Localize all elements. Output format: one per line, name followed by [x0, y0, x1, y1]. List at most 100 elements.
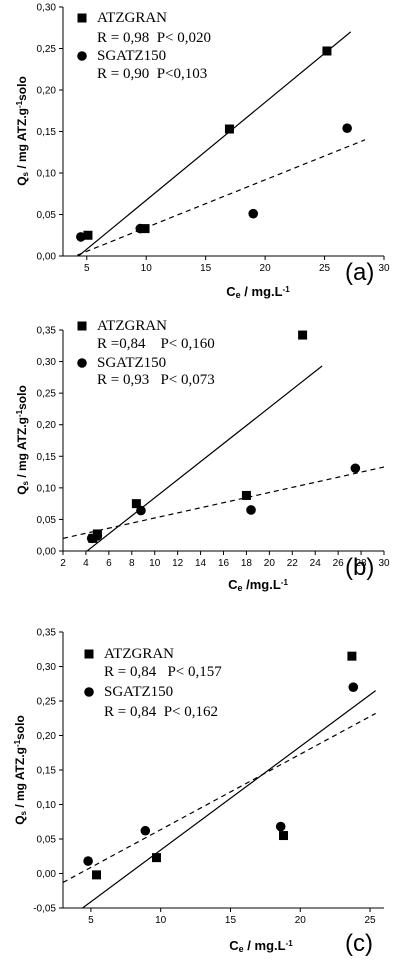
x-tick-label: 20: [260, 263, 272, 274]
x-axis-label: Ce /mg.L-1: [228, 577, 288, 593]
y-tick-label: 0,05: [37, 515, 57, 526]
y-axis-label-sub: s: [21, 171, 30, 176]
x-tick-label: 5: [84, 263, 90, 274]
x-axis-label-sup: -1: [286, 939, 294, 948]
data-point-sgatz150: [136, 505, 146, 516]
legend-label: ATZGRAN: [104, 646, 174, 662]
x-axis-label: Ce / mg.L-1: [229, 938, 293, 954]
x-axis-label-main: C: [226, 284, 236, 299]
x-tick-label: 30: [378, 558, 390, 569]
data-point-atzgran: [241, 490, 251, 500]
y-axis-label-rest: / mg ATZ.g: [15, 417, 29, 481]
y-tick-label: 0,00: [37, 252, 57, 263]
x-tick-label: 18: [241, 558, 253, 569]
legend-stats: R = 0,98 P< 0,020: [97, 30, 211, 46]
x-axis-label-sup: -1: [283, 285, 291, 294]
x-tick-label: 30: [378, 263, 390, 274]
y-tick-label: 0,05: [37, 835, 57, 846]
legend-marker-atzgran: [77, 13, 87, 23]
x-tick-label: 25: [364, 915, 376, 926]
data-point-atzgran: [131, 499, 141, 509]
data-point-atzgran: [279, 831, 289, 841]
y-axis-label-sub: s: [21, 480, 30, 485]
x-tick-label: 10: [149, 558, 161, 569]
y-tick-label: 0,30: [37, 3, 57, 14]
y-axis-label-rest2: solo: [15, 385, 29, 410]
x-tick-label: 20: [264, 558, 276, 569]
legend-label: SGATZ150: [97, 355, 166, 371]
y-tick-label: 0,30: [37, 662, 57, 673]
y-tick-label: 0,20: [37, 731, 57, 742]
x-tick-label: 2: [60, 558, 66, 569]
y-tick-label: -0,05: [33, 904, 56, 915]
y-tick-label: 0,35: [37, 326, 57, 337]
data-point-sgatz150: [350, 463, 361, 474]
x-axis-label-sub: e: [239, 944, 244, 954]
data-point-sgatz150: [275, 821, 286, 832]
data-point-atzgran: [322, 46, 332, 56]
x-tick-label: 12: [172, 558, 184, 569]
x-tick-label: 16: [218, 558, 230, 569]
y-axis-label-rest2: solo: [13, 715, 27, 740]
x-tick-label: 6: [106, 558, 112, 569]
legend-label: SGATZ150: [97, 48, 166, 64]
legend-label: ATZGRAN: [97, 10, 167, 26]
fit-line-atzgran: [78, 31, 352, 256]
y-axis-label-sup: -1: [13, 739, 22, 747]
data-point-sgatz150: [76, 232, 86, 242]
legend-stats: R = 0,90 P<0,103: [97, 66, 207, 82]
x-tick-label: 28: [356, 558, 368, 569]
x-tick-label: 5: [88, 915, 94, 926]
y-tick-label: 0,15: [37, 127, 57, 138]
data-point-sgatz150: [342, 123, 352, 133]
fit-line-sgatz150: [77, 139, 366, 256]
data-point-atzgran: [298, 330, 308, 340]
data-point-sgatz150: [92, 531, 103, 541]
y-axis-label-sup: -1: [15, 100, 24, 108]
x-tick-label: 8: [129, 558, 135, 569]
y-tick-label: 0,20: [37, 86, 57, 97]
chart-panel-2: 2 4 6 8 10 12 14 16 18 20 22 24 26 28 300,000,050,100,…: [15, 318, 390, 593]
data-point-sgatz150: [246, 505, 256, 515]
y-axis-label-rest2: solo: [15, 76, 29, 101]
data-point-sgatz150: [248, 208, 259, 219]
x-tick-label: 15: [225, 915, 237, 926]
y-tick-label: 0,10: [37, 169, 57, 180]
x-axis-label-rest: /mg.L: [243, 577, 281, 592]
legend-marker-sgatz150: [77, 358, 87, 368]
y-tick-label: 0,10: [37, 483, 57, 494]
legend-marker-sgatz150: [84, 687, 94, 697]
legend-stats: R = 0,84 P< 0,157: [104, 664, 222, 680]
data-point-atzgran: [347, 651, 357, 661]
data-point-sgatz150: [83, 856, 93, 866]
panel-label: (c): [345, 930, 373, 957]
data-point-atzgran: [83, 230, 93, 240]
y-axis-label-rest: / mg ATZ.g: [15, 108, 29, 172]
legend-label: ATZGRAN: [97, 318, 167, 334]
x-tick-label: 14: [195, 558, 207, 569]
data-point-sgatz150: [348, 682, 359, 692]
legend-stats: R = 0,84 P< 0,162: [104, 704, 218, 720]
legend-marker-sgatz150: [77, 51, 87, 61]
y-tick-label: 0,10: [37, 800, 57, 811]
data-point-sgatz150: [135, 223, 146, 234]
x-axis-label-sub: e: [237, 583, 242, 593]
x-tick-label: 25: [319, 263, 331, 274]
x-tick-label: 24: [310, 558, 322, 569]
x-axis-label-rest: / mg.L: [241, 284, 283, 299]
x-tick-label: 26: [333, 558, 345, 569]
legend-marker-atzgran: [77, 321, 87, 331]
x-tick-label: 22: [287, 558, 299, 569]
y-axis-label: Qs / mg ATZ.g-1solo: [15, 385, 30, 495]
y-tick-label: 0,00: [37, 547, 57, 558]
y-tick-label: 0,05: [37, 210, 57, 221]
legend-stats: R =0,84 P< 0,160: [97, 336, 215, 352]
x-axis-label: Ce / mg.L-1: [226, 284, 290, 300]
y-axis-label-main: Q: [15, 485, 29, 494]
data-point-atzgran: [152, 853, 162, 863]
y-axis-label: Qs / mg ATZ.g-1solo: [13, 715, 28, 825]
y-tick-label: 0,20: [37, 420, 57, 431]
data-point-sgatz150: [140, 825, 151, 836]
